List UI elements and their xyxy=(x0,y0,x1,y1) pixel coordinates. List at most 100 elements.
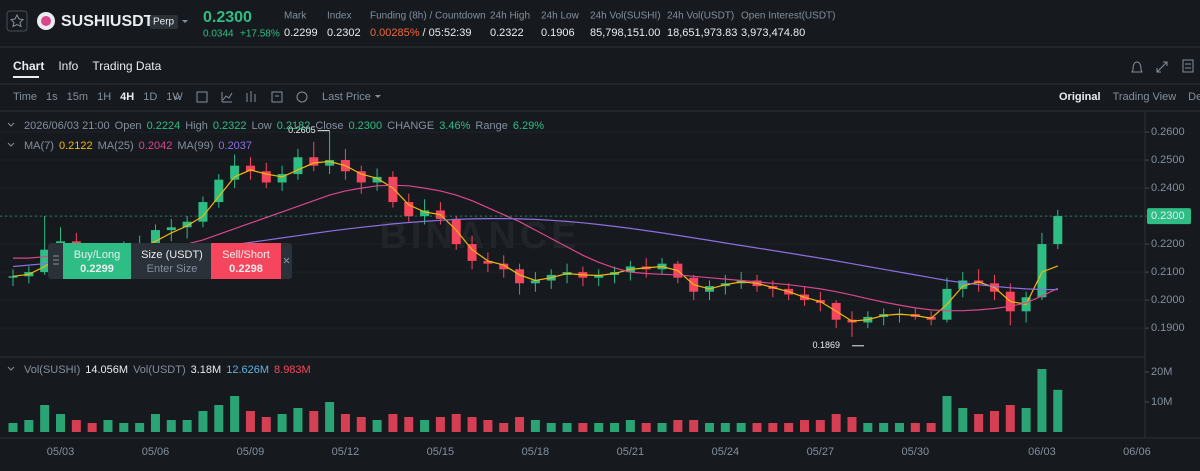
sell-price[interactable]: 0.2298 xyxy=(229,263,263,275)
volume-bar xyxy=(55,414,65,432)
stat-value: 0.2302 xyxy=(327,27,361,39)
x-tick-label: 05/21 xyxy=(617,446,645,458)
volume-legend-label: Vol(SUSHI) xyxy=(24,364,80,376)
volume-bar xyxy=(356,417,366,432)
tab[interactable]: Info xyxy=(58,59,78,73)
stat-value: 0.1906 xyxy=(541,27,575,39)
legend-value: 3.46% xyxy=(439,120,470,132)
stat-label: 24h Low xyxy=(541,11,580,22)
x-tick-label: 05/06 xyxy=(142,446,170,458)
candle-body xyxy=(420,210,430,217)
volume-bar xyxy=(166,420,176,432)
ma-legend-name: MA(7) xyxy=(24,140,54,152)
interval[interactable]: 1s xyxy=(46,91,58,103)
volume-bar xyxy=(625,420,635,432)
tab[interactable]: Chart xyxy=(13,59,44,73)
price-change-percent: +17.58% xyxy=(240,29,280,40)
price-source-dropdown[interactable] xyxy=(374,95,381,98)
buy-price[interactable]: 0.2299 xyxy=(80,263,114,275)
volume-bar xyxy=(1037,369,1047,432)
x-tick-label: 05/30 xyxy=(902,446,930,458)
x-tick-label: 05/18 xyxy=(522,446,550,458)
interval[interactable]: 1W xyxy=(166,91,183,103)
legend-label: Low xyxy=(252,120,272,132)
view-option[interactable]: Depth xyxy=(1188,91,1200,103)
size-input[interactable]: Enter Size xyxy=(147,263,198,275)
volume-bar xyxy=(926,423,936,432)
view-option[interactable]: Trading View xyxy=(1113,91,1177,103)
fullscreen-icon[interactable] xyxy=(1156,61,1168,73)
chart-tools xyxy=(173,59,1194,103)
volume-legend-value: 12.626M xyxy=(226,364,269,376)
buy-label[interactable]: Buy/Long xyxy=(74,249,120,261)
interval-dropdown[interactable] xyxy=(173,95,181,100)
tab[interactable]: Trading Data xyxy=(92,59,161,73)
price-source[interactable]: Last Price xyxy=(322,91,371,103)
high-annotation: 0.2605 xyxy=(288,125,316,135)
volume-bar xyxy=(24,420,34,432)
volume-bar xyxy=(40,405,50,432)
interval[interactable]: 1D xyxy=(143,91,157,103)
interval[interactable]: 4H xyxy=(120,91,134,103)
volume-bar xyxy=(420,420,430,432)
x-tick-label: 05/15 xyxy=(427,446,455,458)
tool-icon[interactable] xyxy=(221,92,233,103)
x-tick-label: 06/03 xyxy=(1028,446,1056,458)
visibility-icon[interactable] xyxy=(7,142,15,147)
volume-bar xyxy=(942,396,952,432)
candle-body xyxy=(182,221,192,228)
tool-icon[interactable] xyxy=(196,91,208,103)
x-tick-label: 05/09 xyxy=(237,446,265,458)
volume-bar xyxy=(404,417,414,432)
y-tick-label: 0.2400 xyxy=(1151,182,1185,194)
tool-icon[interactable] xyxy=(296,91,308,103)
candle-body xyxy=(451,218,461,245)
tool-icon[interactable] xyxy=(246,91,256,102)
candle-body xyxy=(166,227,176,231)
view-option[interactable]: Original xyxy=(1059,91,1101,103)
interval-label: Time xyxy=(13,91,37,103)
x-tick-label: 05/03 xyxy=(47,446,75,458)
volume-bar xyxy=(673,420,683,432)
volume-bar xyxy=(103,420,113,432)
favorite-button[interactable] xyxy=(6,10,28,32)
y-tick-label: 0.1900 xyxy=(1151,322,1185,334)
stat-value: 0.00285% xyxy=(370,27,420,39)
ma-legend-value: 0.2042 xyxy=(139,140,173,152)
tool-icon[interactable] xyxy=(271,91,283,103)
sell-button[interactable] xyxy=(211,243,281,279)
stat-label: Index xyxy=(327,11,351,22)
volume-bar xyxy=(483,420,493,432)
candle-body xyxy=(1037,244,1047,298)
x-tick-label: 05/27 xyxy=(807,446,835,458)
buy-button[interactable] xyxy=(63,243,131,279)
x-tick-label: 06/06 xyxy=(1123,446,1151,458)
volume-bar xyxy=(546,423,556,432)
candle-body xyxy=(261,171,271,183)
close-panel[interactable] xyxy=(283,257,290,264)
candle-body xyxy=(388,176,398,203)
symbol-dropdown[interactable] xyxy=(182,20,188,23)
volume-bar xyxy=(879,423,889,432)
candle-body xyxy=(356,171,366,183)
volume-bar xyxy=(499,423,509,432)
volume-bar xyxy=(736,423,746,432)
interval[interactable]: 1H xyxy=(97,91,111,103)
drag-handle[interactable] xyxy=(53,255,59,265)
volume-bar xyxy=(594,423,604,432)
candle-body xyxy=(325,160,335,166)
visibility-icon[interactable] xyxy=(7,122,15,127)
symbol[interactable]: SUSHIUSDT xyxy=(61,13,154,30)
stat-value: 3,973,474.80 xyxy=(741,27,805,39)
candle-body xyxy=(958,280,968,289)
sell-label[interactable]: Sell/Short xyxy=(222,249,270,261)
interval[interactable]: 15m xyxy=(67,91,88,103)
volume-bar xyxy=(214,405,224,432)
alert-icon[interactable] xyxy=(1131,61,1143,73)
settings-icon[interactable] xyxy=(1182,59,1194,73)
visibility-icon[interactable] xyxy=(7,366,15,371)
ma-legend-name: MA(99) xyxy=(177,140,213,152)
